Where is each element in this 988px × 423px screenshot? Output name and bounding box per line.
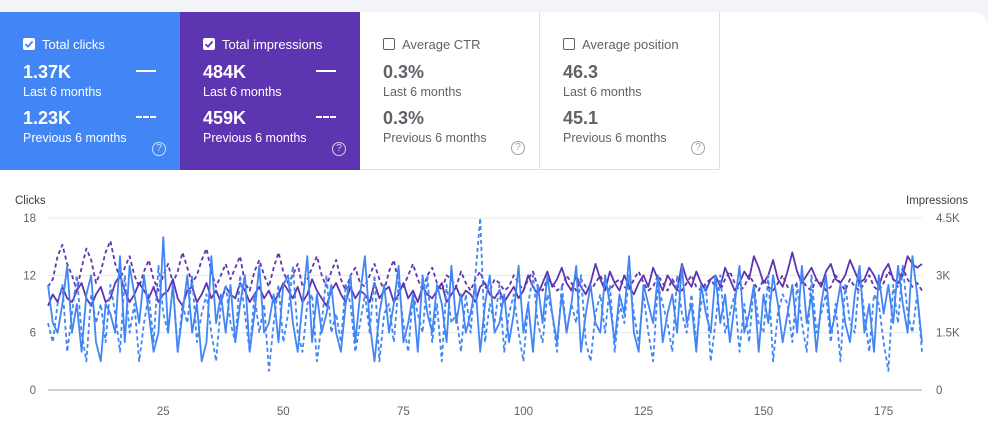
x-tick-label: 75	[397, 406, 410, 418]
performance-line-chart[interactable]: Clicks Impressions 18 4.5K 12 3K 6 1.5K 0 0 25 50 75…	[0, 190, 988, 423]
average-ctr-card[interactable]: Average CTR 0.3% Last 6 months 0.3% Prev…	[360, 12, 540, 170]
card-header: Total impressions	[203, 36, 360, 52]
previous-period-label: Previous 6 months	[383, 131, 487, 145]
checkbox-unchecked-icon[interactable]	[383, 38, 395, 50]
x-tick-label: 100	[514, 406, 533, 418]
series-line-clicks-previous[interactable]	[47, 217, 923, 372]
current-period-label: Last 6 months	[383, 85, 462, 99]
current-metric: 0.3% Last 6 months	[383, 62, 539, 100]
card-label: Total impressions	[222, 36, 323, 52]
previous-metric: 459K Previous 6 months	[203, 108, 360, 146]
previous-value: 0.3%	[383, 108, 425, 128]
total-clicks-card[interactable]: Total clicks 1.37K Last 6 months 1.23K P…	[0, 12, 180, 170]
help-icon[interactable]: ?	[152, 142, 166, 156]
x-tick-label: 175	[874, 406, 893, 418]
x-tick-label: 25	[157, 406, 170, 418]
checkbox-unchecked-icon[interactable]	[563, 38, 575, 50]
current-period-label: Last 6 months	[563, 85, 642, 99]
help-icon[interactable]: ?	[511, 141, 525, 155]
x-tick-label: 50	[277, 406, 290, 418]
current-metric: 1.37K Last 6 months	[23, 62, 180, 100]
previous-value: 45.1	[563, 108, 599, 128]
solid-line-legend-icon	[136, 70, 156, 72]
card-header: Average position	[563, 36, 719, 52]
left-tick-label: 18	[23, 213, 36, 225]
previous-period-label: Previous 6 months	[563, 131, 667, 145]
series-line-clicks-current[interactable]	[47, 236, 923, 363]
x-tick-label: 150	[754, 406, 773, 418]
previous-metric: 1.23K Previous 6 months	[23, 108, 180, 146]
current-value: 0.3%	[383, 62, 425, 82]
card-header: Average CTR	[383, 36, 539, 52]
left-tick-label: 6	[30, 328, 36, 340]
checkbox-checked-icon[interactable]	[203, 38, 215, 50]
current-period-label: Last 6 months	[23, 85, 102, 99]
current-metric: 484K Last 6 months	[203, 62, 360, 100]
dashed-line-legend-icon	[316, 116, 336, 118]
card-label: Average position	[582, 36, 679, 52]
right-axis-title: Impressions	[906, 195, 968, 207]
average-position-card[interactable]: Average position 46.3 Last 6 months 45.1…	[540, 12, 720, 170]
right-tick-label: 3K	[936, 270, 950, 282]
previous-value: 1.23K	[23, 108, 72, 128]
total-impressions-card[interactable]: Total impressions 484K Last 6 months 459…	[180, 12, 360, 170]
card-header: Total clicks	[23, 36, 180, 52]
solid-line-legend-icon	[316, 70, 336, 72]
previous-period-label: Previous 6 months	[203, 131, 307, 145]
left-tick-label: 12	[23, 270, 36, 282]
x-tick-label: 125	[634, 406, 653, 418]
current-value: 484K	[203, 62, 247, 82]
left-axis-title: Clicks	[15, 195, 46, 207]
checkbox-checked-icon[interactable]	[23, 38, 35, 50]
previous-metric: 45.1 Previous 6 months	[563, 108, 719, 146]
previous-value: 459K	[203, 108, 247, 128]
metric-cards: Total clicks 1.37K Last 6 months 1.23K P…	[0, 12, 720, 170]
help-icon[interactable]: ?	[332, 142, 346, 156]
help-icon[interactable]: ?	[691, 141, 705, 155]
right-tick-label: 4.5K	[936, 213, 960, 225]
current-value: 1.37K	[23, 62, 72, 82]
current-period-label: Last 6 months	[203, 85, 282, 99]
right-tick-label: 0	[936, 385, 942, 397]
current-metric: 46.3 Last 6 months	[563, 62, 719, 100]
previous-period-label: Previous 6 months	[23, 131, 127, 145]
right-tick-label: 1.5K	[936, 328, 960, 340]
previous-metric: 0.3% Previous 6 months	[383, 108, 539, 146]
card-label: Total clicks	[42, 36, 105, 52]
card-label: Average CTR	[402, 36, 481, 52]
current-value: 46.3	[563, 62, 599, 82]
left-tick-label: 0	[30, 385, 36, 397]
dashed-line-legend-icon	[136, 116, 156, 118]
